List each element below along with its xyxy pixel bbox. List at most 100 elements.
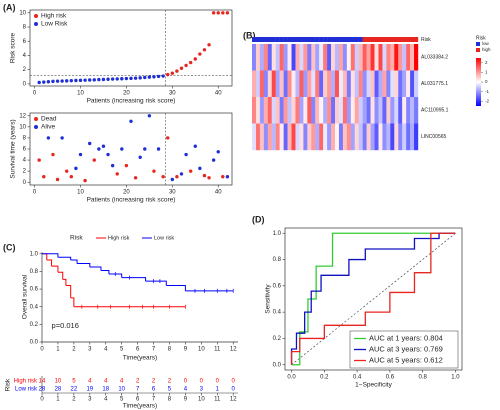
point (225, 174, 230, 179)
heatmap-cell (287, 123, 292, 151)
heatmap-cell (338, 44, 344, 71)
heatmap-cell (307, 123, 312, 151)
heatmap-cell (255, 70, 261, 98)
legend-label: Alive (41, 124, 55, 131)
point (115, 77, 119, 81)
annotation-cell (394, 37, 399, 42)
heatmap-cell (271, 44, 276, 71)
heatmap-cell (303, 44, 308, 71)
roc-curve (290, 232, 456, 365)
survival-step (62, 278, 67, 286)
point (175, 69, 179, 73)
heatmap-cell (414, 70, 419, 98)
colorbar (476, 58, 481, 106)
heatmap-cell (350, 70, 355, 98)
risk-count: 28 (39, 387, 46, 393)
point (55, 177, 60, 182)
survival-step (108, 273, 123, 278)
point (46, 80, 51, 84)
point (156, 74, 161, 79)
point (78, 78, 83, 83)
risk-row-label: Low risk (15, 387, 38, 393)
survival-step (57, 271, 64, 280)
point (69, 78, 74, 83)
heatmap-cell (410, 44, 415, 71)
heatmap-cell (323, 70, 328, 98)
point (120, 147, 124, 151)
heatmap-cell (406, 97, 411, 124)
heatmap-cell (382, 97, 387, 124)
heatmap-cell (370, 123, 375, 151)
risk-count: 0 (216, 379, 220, 385)
annotation-cell (378, 37, 383, 42)
heatmap-cell (252, 97, 257, 124)
heatmap-cell (390, 70, 395, 98)
annotation-cell (335, 37, 340, 42)
heatmap-cell (259, 70, 265, 98)
y-tick-label: 0.4 (30, 304, 39, 310)
heatmap-cell (327, 123, 332, 151)
x-tick-label: 11 (214, 347, 221, 353)
reference-diagonal (291, 233, 456, 365)
heatmap-cell (370, 70, 375, 98)
x-tick-label: 20 (123, 91, 130, 97)
survival-step (145, 280, 167, 286)
point (143, 147, 147, 151)
colorbar-label: 0 (485, 79, 488, 84)
x-tick-label: 3 (88, 397, 92, 403)
heatmap-cell (406, 44, 411, 71)
point (120, 77, 124, 81)
point (129, 76, 133, 81)
heatmap-cell (335, 44, 340, 71)
heatmap-cell (350, 97, 355, 124)
risk-count: 3 (200, 387, 204, 393)
survival-step (166, 285, 186, 291)
heatmap-cell (374, 44, 379, 71)
y-axis-title: Risk score (10, 32, 17, 63)
heatmap-cell (362, 70, 367, 98)
y-tick-label: 1.0 (30, 251, 39, 257)
legend-label: Dead (41, 116, 57, 123)
heatmap-cell (271, 70, 276, 98)
point (106, 152, 110, 157)
heatmap-cell (402, 97, 407, 124)
heatmap-cell (414, 44, 419, 71)
point (101, 144, 106, 148)
y-tick-label: 2 (23, 169, 27, 175)
heatmap-cell (263, 123, 269, 151)
annotation-cell (303, 37, 308, 42)
y-tick-label: 6 (23, 39, 27, 45)
point (216, 11, 220, 15)
heatmap-cell (323, 123, 328, 151)
heatmap-cell (394, 97, 399, 124)
heatmap-cell (382, 44, 387, 71)
y-tick-label: 1.0 (273, 231, 282, 237)
heatmap-cell (327, 97, 332, 124)
heatmap-cell (390, 123, 395, 151)
heatmap-cell (342, 70, 348, 98)
legend-label: AUC at 3 years: 0.769 (369, 344, 443, 353)
heatmap-cell (259, 44, 265, 71)
heatmap-cell (255, 123, 261, 151)
heatmap-cell (366, 70, 371, 98)
heatmap-cell (263, 97, 269, 124)
point (87, 141, 92, 146)
survival-step (57, 256, 72, 260)
annotation-cell (259, 37, 265, 42)
point (129, 119, 133, 124)
heatmap-cell (295, 97, 300, 124)
point (74, 166, 78, 171)
heatmap-cell (410, 97, 415, 124)
point (60, 136, 64, 140)
heatmap-cell (350, 123, 355, 151)
heatmap-cell (366, 44, 371, 71)
x-tick-label: 6 (136, 397, 140, 403)
heatmap-cell (354, 97, 359, 124)
x-tick-label: 6 (136, 347, 140, 353)
risk-count: 2 (136, 379, 140, 385)
point (110, 163, 115, 168)
point (193, 57, 197, 61)
plot-frame (29, 112, 233, 186)
heatmap-cell (295, 123, 300, 151)
annotation-cell (354, 37, 359, 42)
